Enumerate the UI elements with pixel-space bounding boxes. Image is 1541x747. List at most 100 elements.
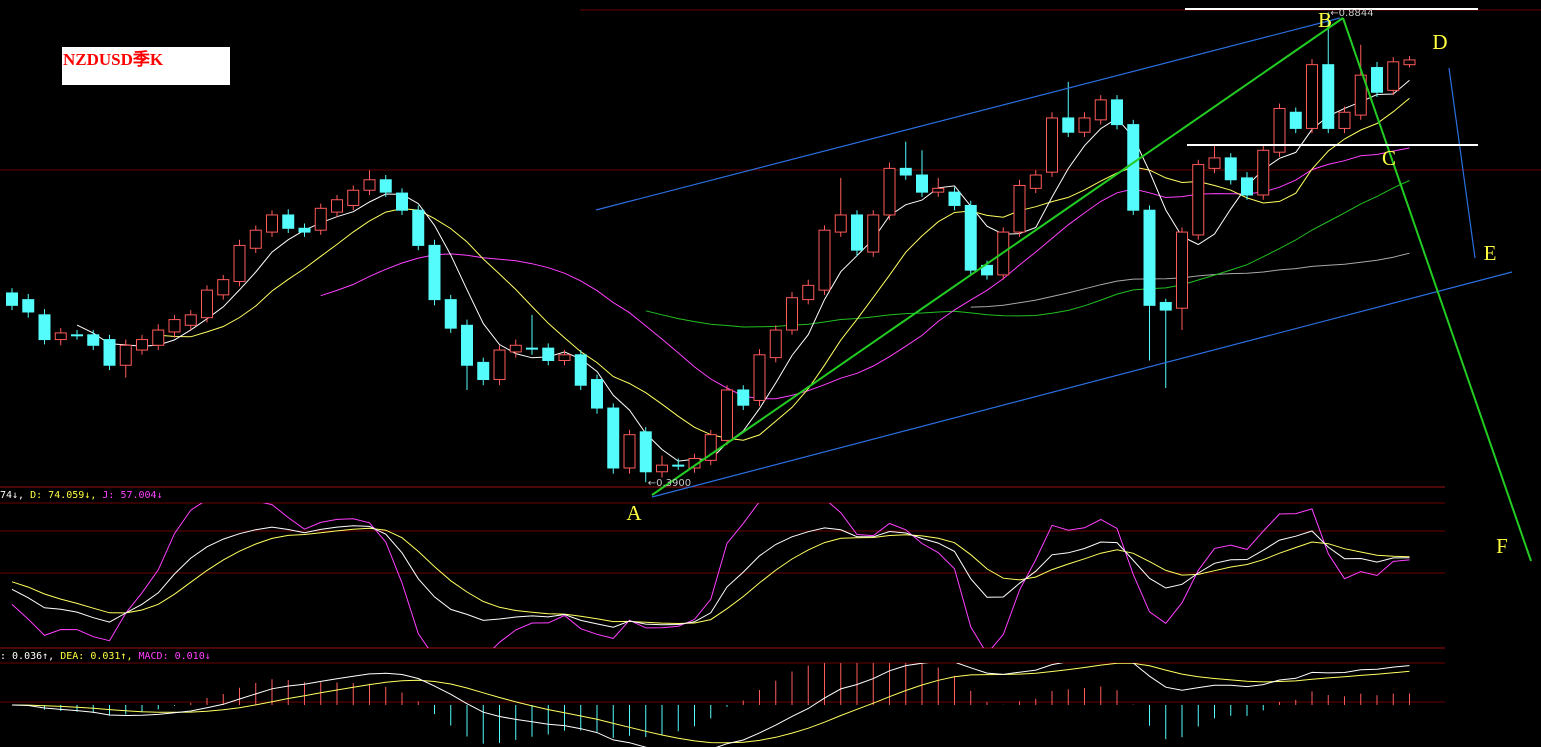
candle-body [591,379,603,409]
candle-body [574,354,587,386]
candle-body [119,344,132,366]
moving-average [645,180,1410,328]
candle-body [851,214,863,251]
candle-body [1387,61,1400,91]
candle-body [964,204,977,271]
macd-legend: : 0.036↑, DEA: 0.031↑, MACD: 0.010↓ [0,651,211,662]
candle-body [493,349,506,381]
candle-body [867,214,880,253]
candle-body [948,191,961,206]
trend-line [651,17,1344,496]
candle-body [834,214,847,233]
candle-body [1289,111,1302,129]
candle-body [22,299,35,313]
candle-body [314,207,327,231]
candle-body [1062,117,1075,133]
candle-body [249,229,262,249]
candle-body [87,334,100,346]
annotation: C [1382,146,1396,170]
candle-body [1013,184,1026,233]
candle-body [656,464,668,473]
annotation: D [1432,30,1447,54]
candle-body [233,244,246,283]
kdj-panel [11,503,1410,648]
candle-body [1127,124,1140,211]
price-label: ←0.3900 [648,478,691,489]
candle-body [688,457,701,469]
candle-body [509,344,522,353]
candle-body [1111,99,1123,126]
kdj-j: J: 57.004↓ [102,490,162,501]
candle-body [737,389,750,406]
candle-body [71,334,83,337]
candle-body [412,209,425,246]
macd-panel [11,663,1410,747]
kdj-k: 74↓, [0,490,24,501]
candle-body [1241,177,1253,196]
candle-body [1371,67,1383,93]
candle-body [1192,164,1205,236]
candle-body [152,329,165,346]
candle-body [347,189,360,206]
macd-dea: DEA: 0.031↑, [60,651,132,662]
kdj-j-line [11,503,1410,648]
drawings [595,8,1532,562]
candle-body [558,354,571,361]
candle-body [916,174,928,193]
candle-body [786,297,798,331]
candle-body [769,329,782,359]
candle-body [461,324,473,366]
moving-average [320,147,1410,400]
main-panel [6,12,1416,483]
candle-body [1338,111,1351,129]
candle-body [331,199,343,213]
candle-body [266,214,278,233]
candle-body [883,167,896,216]
separators [0,9,1541,703]
annotation: A [626,501,642,525]
candle-body [54,332,67,341]
candle-body [168,319,181,333]
moving-average [970,252,1410,308]
candle-body [201,289,213,319]
candle-body [363,179,376,191]
candle-body [103,339,116,366]
candle-body [298,227,311,233]
annotation: B [1318,8,1332,32]
candle-body [1224,157,1237,181]
plot [6,12,1416,747]
candle-body [1208,157,1221,169]
title-box [62,47,230,85]
annotation: E [1484,241,1497,265]
kdj-k-line [11,525,1410,628]
candle-body [981,264,993,276]
channel-line [651,271,1513,498]
kdj-d-line [11,527,1410,625]
candle-body [1029,174,1042,189]
candle-body [932,187,945,193]
candle-body [1273,107,1286,153]
candle-body [1159,301,1172,311]
candle-body [1403,59,1416,66]
candle-body [526,347,538,350]
candle-body [428,244,441,301]
kdj-d: D: 74.059↓, [30,490,96,501]
candle-body [607,407,620,469]
candle-body [1078,117,1091,133]
candle-body [1306,64,1318,129]
chart-title: NZDUSD季K [63,49,164,69]
candle-body [623,434,636,469]
candle-body [282,214,295,229]
price-label: ←0.8844 [1330,8,1373,19]
candle-body [721,389,733,441]
candle-body [379,179,392,193]
candle-body [1176,231,1188,309]
kdj-legend: 74↓, D: 74.059↓, J: 57.004↓ [0,490,163,501]
candle-body [639,431,652,473]
candle-body [38,314,51,341]
candle-body [753,354,766,401]
candle-body [1046,117,1058,173]
candle-body [899,167,912,176]
candle-body [672,464,685,467]
